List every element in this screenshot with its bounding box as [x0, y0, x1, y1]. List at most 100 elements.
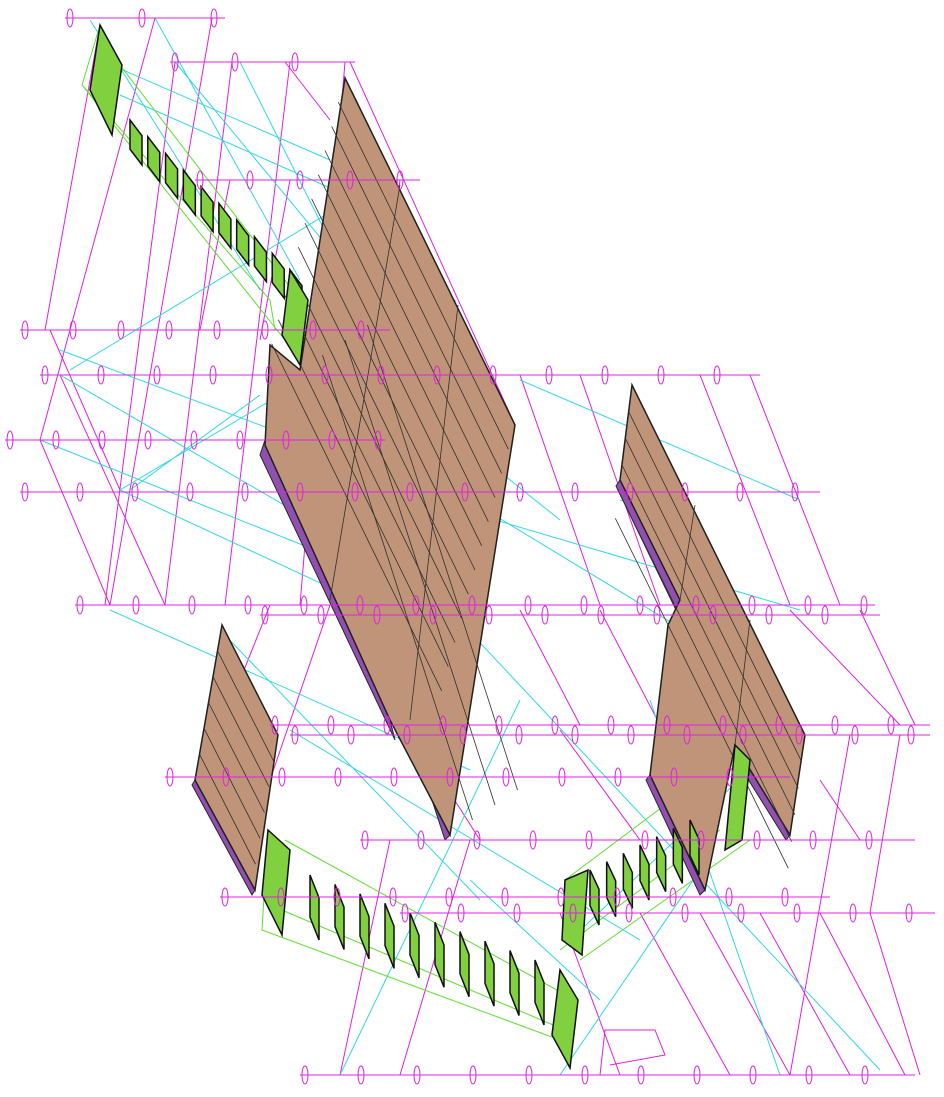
step — [359, 893, 370, 960]
panel-line — [304, 222, 476, 571]
node — [748, 595, 756, 615]
panel-line — [329, 184, 401, 601]
node — [607, 715, 615, 735]
node — [585, 830, 593, 850]
node — [166, 767, 174, 787]
panel-line — [322, 354, 473, 821]
panel-line — [297, 246, 469, 595]
node — [188, 595, 196, 615]
node — [361, 830, 369, 850]
panel-lines — [199, 101, 803, 869]
node — [831, 715, 839, 735]
node — [657, 365, 665, 385]
node — [569, 903, 577, 923]
rails — [5, 8, 935, 1085]
node — [196, 170, 204, 190]
step — [484, 940, 495, 1007]
step — [384, 903, 395, 969]
node — [347, 725, 355, 745]
node — [625, 903, 633, 923]
node — [775, 715, 783, 735]
node — [377, 365, 385, 385]
node — [545, 365, 553, 385]
panel-line — [317, 174, 489, 522]
node — [271, 715, 279, 735]
panel-line — [203, 728, 261, 839]
node — [221, 887, 229, 907]
node — [489, 365, 497, 385]
node — [709, 605, 717, 625]
node — [357, 1065, 365, 1085]
node — [132, 595, 140, 615]
node — [765, 605, 773, 625]
node — [697, 830, 705, 850]
node — [501, 887, 509, 907]
node — [261, 605, 269, 625]
node — [445, 887, 453, 907]
node — [446, 767, 454, 787]
node — [860, 595, 868, 615]
node — [327, 715, 335, 735]
step — [253, 234, 268, 284]
node — [222, 767, 230, 787]
node — [571, 482, 579, 502]
node — [21, 320, 29, 340]
node — [495, 715, 503, 735]
node — [529, 830, 537, 850]
node — [309, 320, 317, 340]
step — [309, 874, 320, 941]
node — [597, 605, 605, 625]
panel-line — [734, 619, 751, 746]
step — [235, 217, 250, 268]
node — [791, 482, 799, 502]
panel-line — [271, 343, 443, 692]
node — [468, 595, 476, 615]
node — [69, 320, 77, 340]
node — [246, 170, 254, 190]
stairs — [89, 22, 751, 1071]
panel-line — [311, 198, 483, 547]
panel-line — [324, 150, 496, 498]
right-panel — [619, 382, 806, 893]
node — [301, 1065, 309, 1085]
node — [861, 1065, 869, 1085]
landing — [261, 828, 291, 938]
node — [719, 715, 727, 735]
node — [907, 725, 915, 745]
node — [851, 725, 859, 745]
node — [681, 903, 689, 923]
step — [182, 167, 197, 218]
node — [131, 482, 139, 502]
node — [485, 605, 493, 625]
panel-line — [628, 411, 803, 762]
node — [804, 595, 812, 615]
node — [236, 430, 244, 450]
landing — [551, 967, 579, 1071]
node — [461, 482, 469, 502]
node — [681, 482, 689, 502]
node — [241, 482, 249, 502]
node — [383, 715, 391, 735]
node — [334, 767, 342, 787]
step — [534, 959, 545, 1026]
node — [669, 887, 677, 907]
node — [117, 320, 125, 340]
node — [692, 595, 700, 615]
node — [581, 1065, 589, 1085]
node — [401, 903, 409, 923]
panel-line — [621, 464, 796, 816]
node — [737, 903, 745, 923]
landing — [89, 22, 123, 138]
node — [296, 170, 304, 190]
step — [605, 861, 617, 917]
node — [171, 52, 179, 72]
node — [66, 8, 74, 28]
step — [164, 151, 179, 201]
step — [129, 117, 143, 168]
node — [41, 365, 49, 385]
node — [637, 1065, 645, 1085]
node — [558, 767, 566, 787]
node — [190, 430, 198, 450]
node — [396, 170, 404, 190]
node — [849, 903, 857, 923]
